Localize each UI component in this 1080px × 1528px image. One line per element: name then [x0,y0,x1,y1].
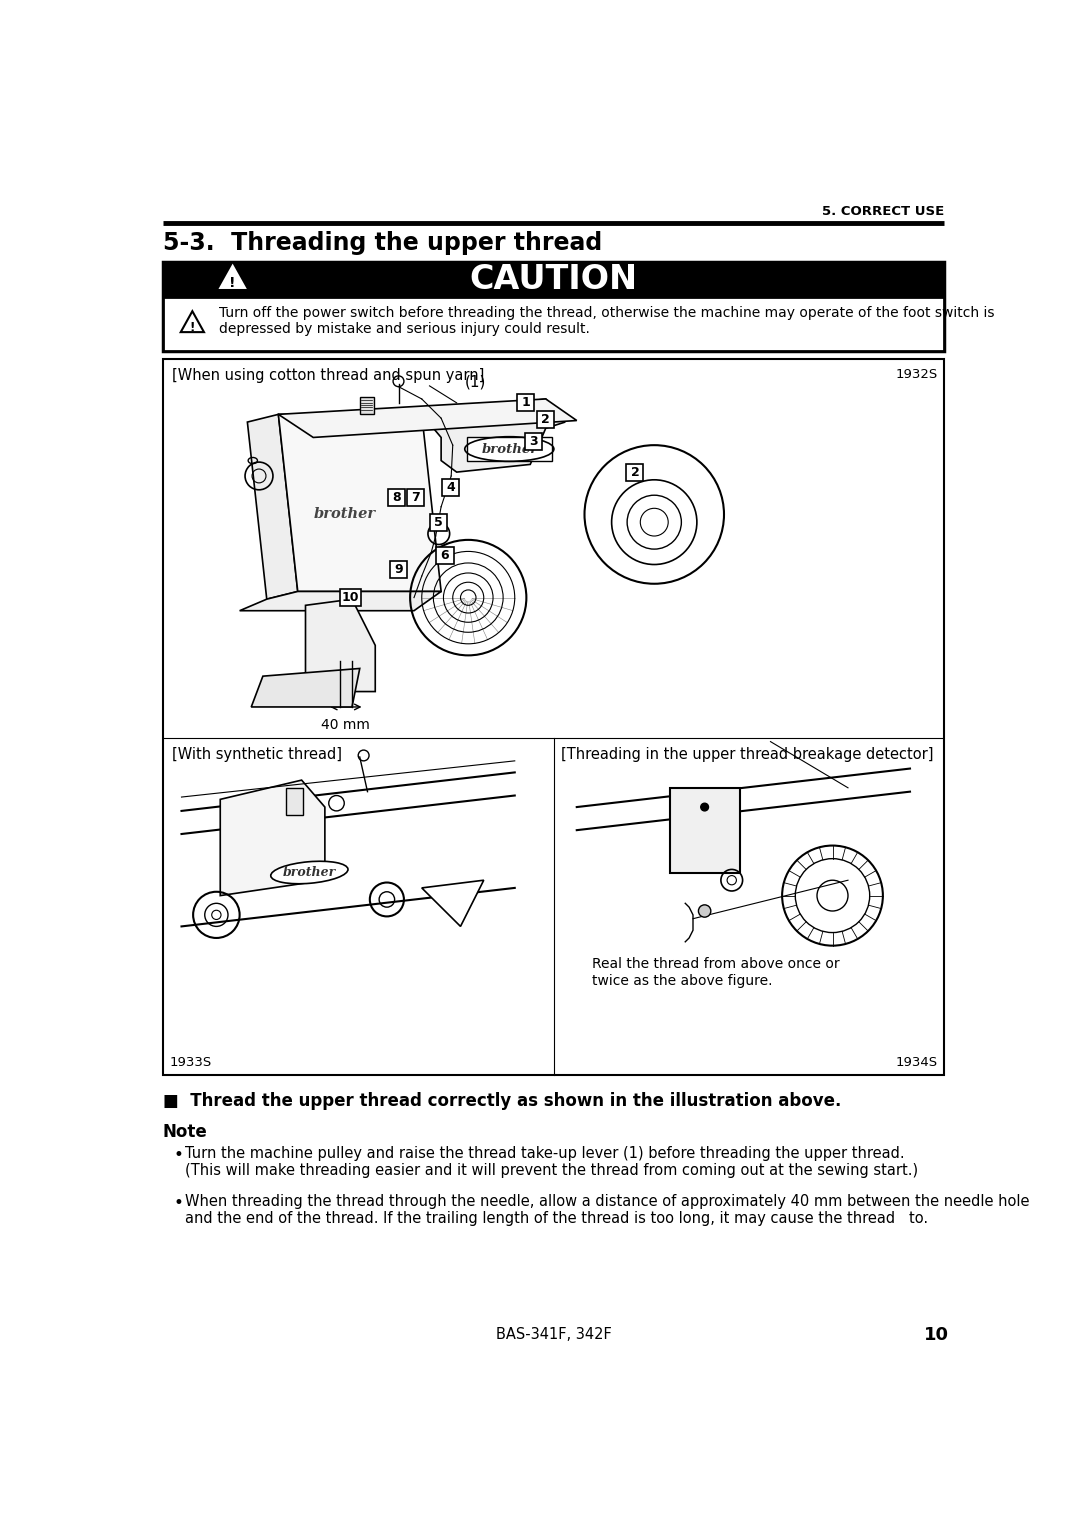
Text: brother: brother [482,443,538,455]
Text: Turn off the power switch before threading the thread, otherwise the machine may: Turn off the power switch before threadi… [218,306,995,319]
Bar [163,359,944,1076]
Bar [626,465,644,481]
Bar [537,411,554,428]
Text: 7: 7 [411,490,420,504]
Text: Real the thread from above once or: Real the thread from above once or [592,957,840,972]
Text: 1932S: 1932S [895,368,937,380]
Bar [360,397,374,414]
Text: 3: 3 [529,435,538,448]
Circle shape [701,804,708,811]
Ellipse shape [271,862,348,883]
Bar [163,261,944,298]
Bar [670,788,740,872]
Polygon shape [422,399,565,472]
Text: !: ! [190,321,195,333]
Text: 1934S: 1934S [895,1056,937,1070]
Text: depressed by mistake and serious injury could result.: depressed by mistake and serious injury … [218,322,590,336]
Text: CAUTION: CAUTION [470,263,637,296]
Text: •: • [174,1193,184,1212]
Bar [442,480,459,497]
Polygon shape [252,668,360,707]
Bar [436,547,454,564]
Text: Turn the machine pulley and raise the thread take-up lever (1) before threading : Turn the machine pulley and raise the th… [186,1146,905,1161]
Text: •: • [174,1146,184,1164]
Polygon shape [247,414,298,599]
Text: !: ! [229,275,235,290]
Text: 10: 10 [923,1325,948,1343]
Text: 5: 5 [434,515,443,529]
Text: 6: 6 [441,549,449,562]
Text: 8: 8 [393,490,402,504]
Text: 5. CORRECT USE: 5. CORRECT USE [822,205,944,219]
Bar [163,298,944,351]
Text: (1): (1) [464,374,486,390]
Text: 1933S: 1933S [170,1056,212,1070]
Text: BAS-341F, 342F: BAS-341F, 342F [496,1326,611,1342]
Bar [390,561,407,579]
Text: brother: brother [283,866,336,879]
Bar [467,437,552,460]
Text: When threading the thread through the needle, allow a distance of approximately : When threading the thread through the ne… [186,1193,1030,1209]
Text: 40 mm: 40 mm [322,718,370,732]
Polygon shape [306,599,375,692]
Text: brother: brother [313,507,376,521]
Bar [407,489,424,506]
Text: Note: Note [163,1123,207,1141]
Bar [339,590,362,607]
Text: [Threading in the upper thread breakage detector]: [Threading in the upper thread breakage … [562,747,934,762]
Text: 5-3.  Threading the upper thread: 5-3. Threading the upper thread [163,231,603,255]
Text: ■  Thread the upper thread correctly as shown in the illustration above.: ■ Thread the upper thread correctly as s… [163,1093,841,1109]
Bar [517,394,535,411]
Polygon shape [240,591,441,611]
Bar [525,432,542,449]
Polygon shape [220,781,325,895]
Bar [430,513,447,530]
Text: 2: 2 [541,413,550,426]
Text: and the end of the thread. If the trailing length of the thread is too long, it : and the end of the thread. If the traili… [186,1210,929,1225]
Text: 9: 9 [394,564,403,576]
Text: 2: 2 [631,466,639,480]
Text: (This will make threading easier and it will prevent the thread from coming out : (This will make threading easier and it … [186,1163,918,1178]
Bar [389,489,405,506]
Text: 4: 4 [446,481,455,494]
Circle shape [699,905,711,917]
Text: [With synthetic thread]: [With synthetic thread] [172,747,342,762]
Text: twice as the above figure.: twice as the above figure. [592,975,773,989]
Text: 10: 10 [341,591,360,604]
Bar [286,788,303,814]
Text: 1: 1 [522,396,530,410]
Text: [When using cotton thread and spun yarn]: [When using cotton thread and spun yarn] [172,368,485,384]
Polygon shape [279,414,441,591]
Polygon shape [279,399,577,437]
Polygon shape [220,266,245,287]
Bar [163,261,944,351]
Polygon shape [422,880,484,926]
